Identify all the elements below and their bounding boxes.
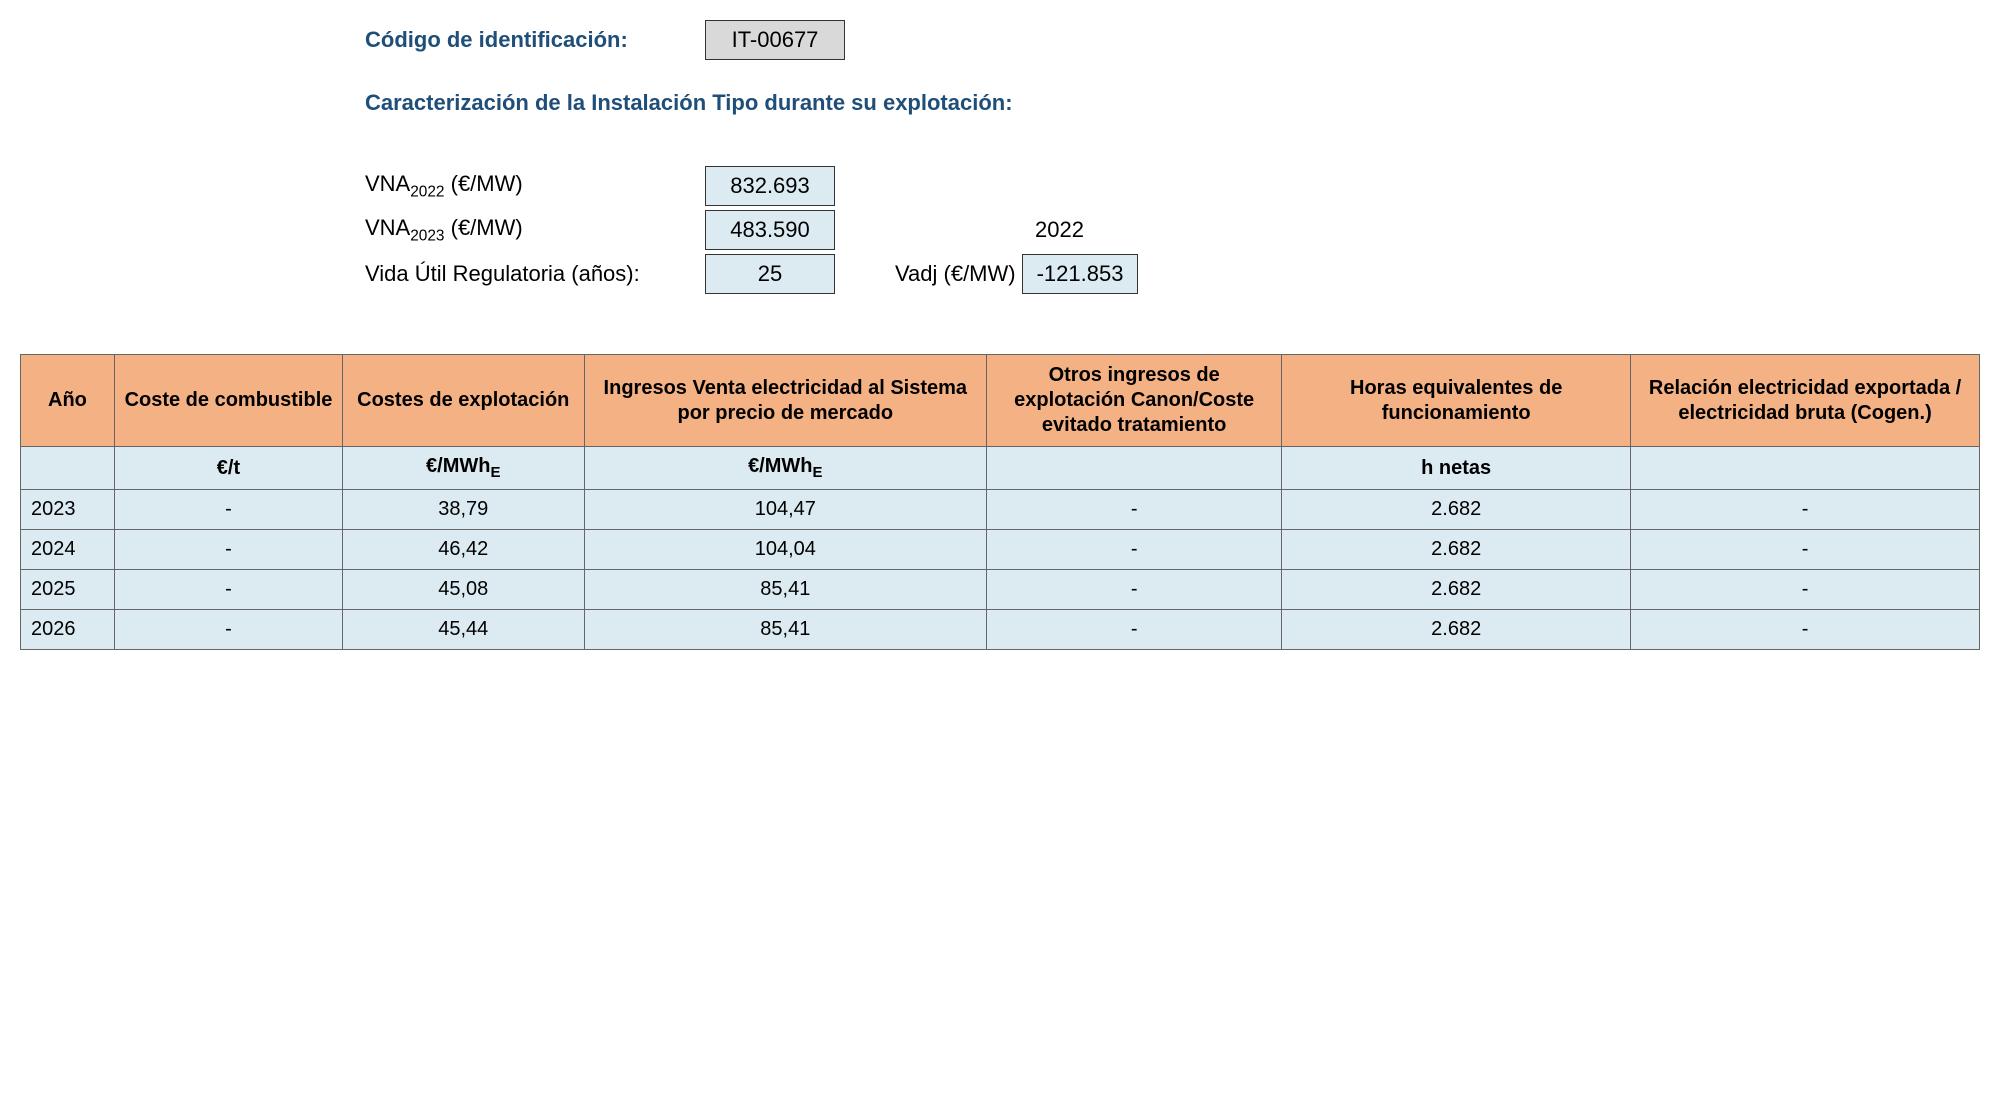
vna2022-row: VNA2022 (€/MW) 832.693	[365, 166, 1980, 206]
vna2022-sub: 2022	[410, 183, 444, 200]
cell: -	[987, 490, 1282, 530]
unit-ing-text: €/MWh	[748, 455, 812, 477]
cell: 46,42	[343, 530, 585, 570]
units-row: €/t €/MWhE €/MWhE h netas	[21, 447, 1980, 490]
cell: 104,04	[584, 530, 987, 570]
cell: 2.682	[1282, 490, 1631, 530]
table-head: Año Coste de combustible Costes de explo…	[21, 355, 1980, 447]
cell: -	[114, 610, 342, 650]
cell: 104,47	[584, 490, 987, 530]
vna2023-sub: 2023	[410, 227, 444, 244]
cell: -	[114, 490, 342, 530]
col-otros: Otros ingresos de explotación Canon/Cost…	[987, 355, 1282, 447]
table-row: 2024 - 46,42 104,04 - 2.682 -	[21, 530, 1980, 570]
vida-label: Vida Útil Regulatoria (años):	[365, 261, 705, 287]
cell-year: 2026	[21, 610, 115, 650]
vadj-value: -121.853	[1022, 254, 1139, 294]
col-combustible: Coste de combustible	[114, 355, 342, 447]
section-title: Caracterización de la Instalación Tipo d…	[365, 90, 1980, 116]
col-explotacion: Costes de explotación	[343, 355, 585, 447]
unit-horas: h netas	[1282, 447, 1631, 490]
vna2023-value: 483.590	[705, 210, 835, 250]
cell: -	[1631, 490, 1980, 530]
vida-row: Vida Útil Regulatoria (años): 25 Vadj (€…	[365, 254, 1980, 294]
unit-year	[21, 447, 115, 490]
code-value: IT-00677	[705, 20, 845, 60]
cell: 2.682	[1282, 610, 1631, 650]
unit-relacion	[1631, 447, 1980, 490]
cell: 85,41	[584, 570, 987, 610]
col-ingresos: Ingresos Venta electricidad al Sistema p…	[584, 355, 987, 447]
unit-explo-sub: E	[490, 464, 500, 481]
unit-explo-text: €/MWh	[426, 455, 490, 477]
vna2022-label: VNA2022 (€/MW)	[365, 171, 705, 201]
cell: -	[1631, 570, 1980, 610]
year-right: 2022	[1035, 217, 1084, 243]
vna2022-value: 832.693	[705, 166, 835, 206]
vna2022-unit: (€/MW)	[445, 171, 523, 196]
cell-year: 2023	[21, 490, 115, 530]
table-row: 2026 - 45,44 85,41 - 2.682 -	[21, 610, 1980, 650]
cell: 2.682	[1282, 570, 1631, 610]
cell: -	[114, 530, 342, 570]
cell: 2.682	[1282, 530, 1631, 570]
vna2023-unit: (€/MW)	[445, 215, 523, 240]
unit-ingresos: €/MWhE	[584, 447, 987, 490]
cell: -	[987, 610, 1282, 650]
header-row: Año Coste de combustible Costes de explo…	[21, 355, 1980, 447]
cell: -	[1631, 610, 1980, 650]
code-row: Código de identificación: IT-00677	[365, 20, 1980, 60]
header-block: Código de identificación: IT-00677 Carac…	[365, 20, 1980, 294]
col-year: Año	[21, 355, 115, 447]
unit-ing-sub: E	[813, 464, 823, 481]
table-row: 2023 - 38,79 104,47 - 2.682 -	[21, 490, 1980, 530]
vna2023-row: VNA2023 (€/MW) 483.590 2022	[365, 210, 1980, 250]
cell-year: 2025	[21, 570, 115, 610]
cell: -	[1631, 530, 1980, 570]
vna2022-pre: VNA	[365, 171, 410, 196]
cell-year: 2024	[21, 530, 115, 570]
cell: 45,08	[343, 570, 585, 610]
vida-value: 25	[705, 254, 835, 294]
table-row: 2025 - 45,08 85,41 - 2.682 -	[21, 570, 1980, 610]
unit-explotacion: €/MWhE	[343, 447, 585, 490]
cell: 85,41	[584, 610, 987, 650]
table-body: €/t €/MWhE €/MWhE h netas 2023 - 38,79 1…	[21, 447, 1980, 650]
vadj-label: Vadj (€/MW)	[895, 261, 1016, 287]
cell: 38,79	[343, 490, 585, 530]
data-table: Año Coste de combustible Costes de explo…	[20, 354, 1980, 650]
col-relacion: Relación electricidad exportada / electr…	[1631, 355, 1980, 447]
cell: -	[987, 530, 1282, 570]
cell: -	[114, 570, 342, 610]
vna2023-pre: VNA	[365, 215, 410, 240]
col-horas: Horas equivalentes de funcionamiento	[1282, 355, 1631, 447]
code-label: Código de identificación:	[365, 27, 705, 53]
cell: -	[987, 570, 1282, 610]
unit-combustible: €/t	[114, 447, 342, 490]
cell: 45,44	[343, 610, 585, 650]
vna2023-label: VNA2023 (€/MW)	[365, 215, 705, 245]
unit-otros	[987, 447, 1282, 490]
